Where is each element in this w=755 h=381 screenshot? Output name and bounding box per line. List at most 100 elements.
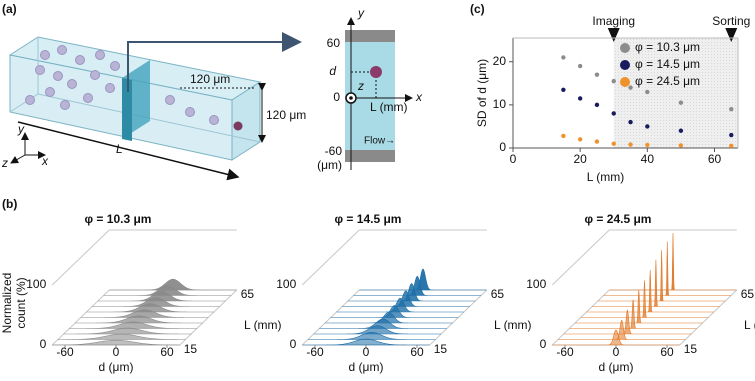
distribution-slice [342, 290, 470, 307]
panel-label: (a) [2, 2, 17, 16]
distribution-slice [80, 309, 209, 318]
y-tick-label: 0 [290, 337, 297, 351]
distribution-slice [603, 241, 732, 296]
annotation: Imaging [592, 14, 635, 28]
x-tick-label: 0 [363, 345, 370, 359]
tick-label: 60 [327, 36, 341, 50]
point [594, 139, 600, 144]
distribution-slice [353, 275, 482, 296]
cross-section [345, 17, 413, 170]
x-tick-label: 60 [410, 345, 424, 359]
point [561, 87, 566, 92]
distribution-slice [359, 268, 487, 291]
y-axis-label: SD of d (μm) [475, 59, 489, 127]
point [577, 63, 583, 69]
distribution-slice [552, 329, 680, 346]
distribution-slice [51, 339, 181, 346]
axis-label: y [17, 122, 25, 136]
point [729, 143, 734, 149]
distribution-slice [586, 269, 714, 313]
x-tick-label: 60 [660, 345, 674, 359]
subplot-title: φ = 10.3 μm [85, 212, 152, 226]
annotation-marker [607, 28, 620, 42]
legend-label: φ = 14.5 μm [635, 57, 700, 71]
grid-line [551, 229, 610, 286]
point [678, 143, 684, 148]
unit-label: (μm) [317, 158, 342, 172]
point [628, 85, 633, 90]
point [628, 119, 633, 125]
z-tick-label: 65 [491, 287, 505, 301]
distribution-slice [75, 315, 203, 324]
shaded-region [613, 38, 738, 148]
z-tick-label: 65 [741, 287, 755, 301]
distribution-slice [336, 297, 464, 313]
distribution-slice [69, 321, 198, 329]
axis-label: x [41, 154, 49, 168]
distribution-slice [302, 338, 430, 346]
y-axis-label: count (%) [14, 277, 28, 328]
point [729, 106, 734, 112]
x-tick-label: -60 [56, 345, 74, 359]
annotation: Sorting [712, 14, 750, 28]
annotation-marker [725, 28, 738, 42]
z-tick-label: 15 [184, 342, 198, 356]
point [594, 72, 600, 77]
distribution-slice [103, 284, 232, 296]
grid-line [51, 229, 110, 286]
x-axis-label: d (μm) [99, 360, 134, 374]
x-axis-label: L (mm) [587, 170, 625, 184]
distribution-slice [597, 249, 726, 302]
x-tick-label: -60 [306, 345, 324, 359]
subplot-title: φ = 24.5 μm [585, 212, 652, 226]
axis-label: z [357, 79, 364, 93]
distribution-slice [330, 305, 459, 318]
z-axis-label: L (mm) [244, 318, 282, 332]
point [678, 128, 684, 133]
point [577, 137, 583, 142]
x-tick-label: 0 [113, 345, 120, 359]
point [645, 89, 650, 95]
y-axis-label: Normalized [0, 273, 14, 334]
flow-label: Flow→ [364, 136, 395, 147]
legend-label: φ = 10.3 μm [635, 40, 700, 54]
axis-label: x [415, 90, 423, 104]
legend-marker [620, 60, 630, 70]
axis-label: y [357, 6, 365, 20]
x-tick-label: 60 [160, 345, 174, 359]
distribution-slice [580, 280, 709, 318]
z-tick-label: 15 [434, 342, 448, 356]
distribution-slice [557, 319, 686, 340]
length-label: L [116, 142, 123, 156]
z-axis-label: L (mm) [744, 318, 755, 332]
x-tick-label: 0 [613, 345, 620, 359]
distribution-slice [592, 259, 720, 307]
d-label: d [329, 64, 336, 78]
legend-marker [620, 77, 630, 87]
y-tick-label: 0 [540, 337, 547, 351]
y-tick-label: 20 [493, 54, 507, 68]
y-tick-label: 10 [493, 97, 507, 111]
y-tick-label: 100 [26, 277, 46, 291]
point [645, 142, 650, 148]
point [611, 141, 616, 146]
x-tick-label: 20 [573, 152, 587, 166]
point [577, 96, 583, 101]
distribution-slice [307, 331, 436, 340]
panel-label: (c) [470, 2, 485, 16]
distribution-slice [109, 278, 237, 291]
legend-marker [620, 43, 630, 53]
x-tick-label: -60 [556, 345, 574, 359]
channel [8, 32, 302, 181]
distribution-slice [319, 318, 447, 329]
distribution-slice [86, 303, 214, 313]
subplot-title: φ = 14.5 μm [335, 212, 402, 226]
distribution-slice [609, 232, 737, 291]
point [678, 100, 684, 105]
point [611, 78, 616, 84]
point [611, 111, 616, 116]
x-axis-label: d (μm) [349, 360, 384, 374]
y-tick-label: 0 [499, 140, 506, 154]
grid-line [301, 229, 360, 286]
